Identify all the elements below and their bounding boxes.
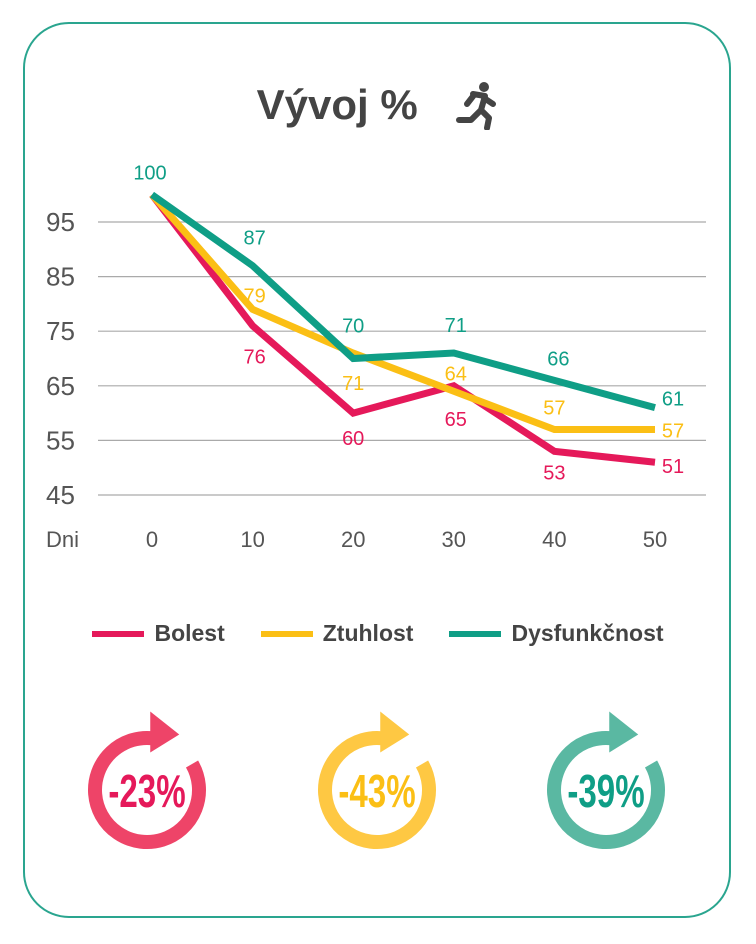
legend-label: Dysfunkčnost bbox=[511, 620, 664, 646]
data-label: 57 bbox=[662, 420, 684, 442]
card-frame bbox=[23, 22, 731, 918]
x-tick-label: 30 bbox=[442, 527, 466, 552]
data-label: 87 bbox=[243, 228, 265, 250]
y-tick-label: 95 bbox=[46, 207, 75, 237]
x-axis-label: Dni bbox=[46, 527, 79, 552]
x-tick-label: 10 bbox=[240, 527, 264, 552]
legend-item-dysfunkcnost: Dysfunkčnost bbox=[449, 620, 664, 647]
x-tick-label: 20 bbox=[341, 527, 365, 552]
data-label: 53 bbox=[543, 462, 565, 484]
series-line-ztuhlost bbox=[149, 192, 655, 433]
series-line-dysfunkčnost bbox=[149, 191, 656, 412]
running-person-icon bbox=[456, 81, 497, 131]
data-label: 76 bbox=[243, 347, 265, 369]
legend-label: Bolest bbox=[154, 620, 225, 646]
legend-item-bolest: Bolest bbox=[92, 620, 225, 647]
x-tick-label: 0 bbox=[146, 527, 158, 552]
data-label: 71 bbox=[342, 373, 364, 395]
data-label: 51 bbox=[662, 456, 684, 478]
data-label: 71 bbox=[445, 315, 467, 337]
data-label: 79 bbox=[243, 285, 265, 307]
y-tick-label: 85 bbox=[46, 262, 75, 292]
y-tick-label: 75 bbox=[46, 316, 75, 346]
y-tick-label: 45 bbox=[46, 480, 75, 510]
title-text: Vývoj % bbox=[256, 80, 418, 128]
legend-swatch bbox=[449, 630, 502, 637]
x-tick-label: 50 bbox=[643, 527, 667, 552]
data-label: 61 bbox=[662, 389, 684, 411]
legend: Bolest Ztuhlost Dysfunkčnost bbox=[0, 620, 756, 647]
legend-label: Ztuhlost bbox=[322, 620, 414, 646]
y-tick-label: 65 bbox=[46, 371, 75, 401]
data-label: 65 bbox=[445, 409, 467, 431]
data-label: 64 bbox=[445, 363, 467, 385]
legend-swatch bbox=[92, 630, 145, 637]
chart-title: Vývoj % bbox=[0, 78, 756, 131]
data-label: 66 bbox=[547, 348, 569, 370]
legend-swatch bbox=[260, 630, 313, 637]
line-chart: 95 85 75 65 55 45 Dni 0 10 20 30 40 50 76 60 65 53 51 79 71… bbox=[46, 163, 706, 552]
y-tick-label: 55 bbox=[46, 425, 75, 455]
x-tick-label: 40 bbox=[542, 527, 566, 552]
data-label: 70 bbox=[342, 316, 364, 338]
legend-item-ztuhlost: Ztuhlost bbox=[260, 620, 414, 647]
series-line-bolest bbox=[149, 192, 656, 466]
data-label: 57 bbox=[543, 397, 565, 419]
data-label: 100 bbox=[133, 163, 166, 185]
data-label: 60 bbox=[342, 428, 364, 450]
